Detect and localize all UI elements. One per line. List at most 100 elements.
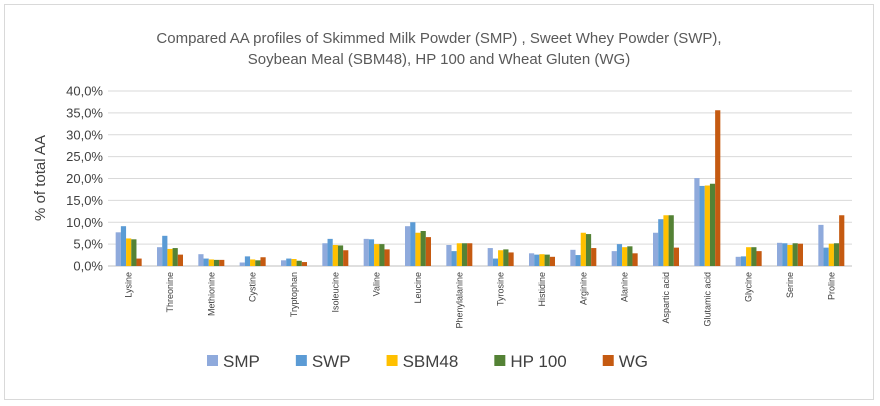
bar — [549, 256, 555, 266]
bar — [797, 243, 803, 266]
bar — [534, 254, 540, 266]
bar — [322, 243, 328, 266]
bar — [120, 226, 127, 266]
x-tick-label: Valine — [372, 272, 382, 296]
bar — [203, 258, 209, 266]
legend-swatch — [207, 355, 218, 366]
bar — [833, 243, 840, 266]
bar — [544, 254, 550, 266]
bar — [136, 258, 142, 266]
x-tick-label: Aspartic acid — [661, 272, 671, 324]
bar — [343, 250, 349, 266]
bar — [244, 256, 251, 266]
bar — [286, 258, 292, 266]
bar — [213, 259, 220, 266]
bar — [792, 243, 798, 266]
bar — [296, 260, 302, 266]
bar — [823, 247, 829, 266]
legend-swatch — [602, 355, 614, 366]
x-tick-label: Glutamic acid — [702, 272, 712, 327]
legend: SMP SWP SBM48 HP 100 WG — [207, 352, 648, 371]
bar — [198, 254, 204, 266]
legend-label: HP 100 — [510, 352, 566, 371]
x-tick-label: Threonine — [165, 272, 175, 313]
bar — [570, 249, 576, 266]
legend-label: SWP — [312, 352, 351, 371]
bar — [250, 259, 256, 266]
x-tick-label: Alanine — [620, 272, 630, 302]
x-tick-label: Glycine — [744, 272, 754, 302]
bar — [260, 257, 266, 266]
bar — [487, 248, 493, 266]
bar — [172, 248, 178, 266]
bar — [363, 238, 369, 266]
legend-swatch — [386, 355, 398, 366]
bar — [420, 231, 426, 266]
bar — [580, 232, 586, 266]
bar — [291, 259, 297, 266]
bar — [663, 215, 669, 266]
y-tick-label: 20,0% — [66, 171, 103, 186]
x-tick-label: Leucine — [413, 272, 423, 304]
bar — [704, 185, 710, 266]
legend-label: WG — [619, 352, 648, 371]
y-tick-label: 15,0% — [66, 193, 103, 208]
bar — [461, 243, 468, 266]
bar — [839, 215, 845, 266]
y-axis-label: % of total AA — [32, 135, 49, 221]
bar — [828, 243, 834, 266]
bar — [332, 245, 338, 266]
bar — [787, 245, 793, 266]
y-tick-label: 5,0% — [73, 237, 103, 252]
bar — [751, 247, 757, 266]
x-tick-label: Histidine — [537, 272, 547, 307]
legend-label: SMP — [223, 352, 260, 371]
bar — [446, 245, 452, 266]
bar — [715, 110, 721, 266]
bar — [498, 250, 504, 266]
y-tick-label: 0,0% — [73, 259, 103, 274]
bar — [368, 239, 375, 266]
bar — [337, 245, 344, 266]
bar — [699, 185, 705, 266]
bar — [529, 253, 535, 266]
bar — [632, 253, 638, 266]
bar — [379, 244, 385, 266]
bar — [746, 247, 752, 266]
bar — [281, 260, 287, 266]
bar — [622, 247, 628, 266]
bars — [115, 110, 845, 266]
chart-title-line-2: Soybean Meal (SBM48), HP 100 and Wheat G… — [248, 51, 630, 68]
bar — [782, 243, 788, 266]
bar — [167, 248, 173, 266]
y-tick-labels: 0,0% 5,0% 10,0% 15,0% 20,0% 25,0% 30,0% 35,0% 40… — [66, 84, 103, 274]
bar — [653, 232, 659, 266]
x-tick-label: Tryptophan — [289, 272, 299, 317]
bar — [585, 234, 592, 266]
legend-swatch — [295, 355, 307, 366]
bar — [818, 224, 824, 266]
y-tick-label: 25,0% — [66, 149, 103, 164]
bar — [327, 238, 333, 266]
bar — [503, 249, 509, 266]
chart-title: Compared AA profiles of Skimmed Milk Pow… — [156, 30, 721, 68]
bar — [709, 183, 716, 266]
bar — [777, 242, 783, 266]
x-tick-label: Phenylalanine — [454, 272, 464, 329]
x-tick-label: Lysine — [124, 272, 134, 298]
bar — [467, 243, 473, 266]
bar — [301, 262, 307, 266]
bar — [673, 247, 679, 266]
x-tick-label: Isoleucine — [330, 272, 340, 313]
bar — [177, 254, 183, 266]
x-tick-label: Methionine — [206, 272, 216, 316]
y-tick-label: 40,0% — [66, 84, 103, 99]
bar — [456, 243, 462, 266]
bar — [405, 226, 411, 266]
chart-title-line-1: Compared AA profiles of Skimmed Milk Pow… — [156, 30, 721, 47]
bar — [616, 244, 623, 266]
x-tick-labels: Lysine Threonine Methionine Cystine Tryptoph… — [124, 272, 837, 329]
bar — [131, 239, 137, 266]
bar — [492, 258, 499, 266]
